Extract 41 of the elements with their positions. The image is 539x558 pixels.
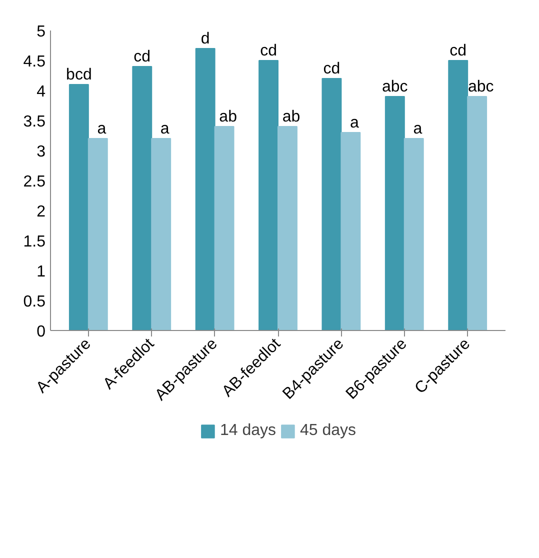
y-tick-label: 5 bbox=[36, 24, 46, 40]
annotation: abc bbox=[382, 78, 408, 96]
annotation: d bbox=[200, 30, 210, 48]
annotation: a bbox=[413, 120, 422, 138]
bar bbox=[404, 138, 424, 330]
annotation: a bbox=[350, 114, 360, 132]
y-tick-label: 3 bbox=[36, 144, 46, 160]
y-tick-label: 1 bbox=[36, 264, 46, 280]
y-tick-label: 2 bbox=[36, 204, 46, 220]
annotation: cd bbox=[450, 42, 467, 60]
bar bbox=[151, 138, 172, 330]
annotation: cd bbox=[323, 60, 340, 78]
annotation: a bbox=[160, 120, 170, 138]
annotation: bcd bbox=[66, 66, 92, 84]
annotation: cd bbox=[134, 48, 151, 66]
annotation: a bbox=[97, 120, 106, 138]
y-tick-label: 1.5 bbox=[23, 234, 46, 250]
y-tick-label: 4 bbox=[36, 84, 46, 100]
annotation: cd bbox=[260, 42, 277, 60]
y-tick-label: 2.5 bbox=[23, 174, 46, 190]
bar bbox=[214, 126, 234, 330]
y-tick-label: 0.5 bbox=[23, 294, 46, 310]
legend-label: 14 days bbox=[220, 422, 276, 440]
bar bbox=[384, 96, 405, 330]
legend-label: 45 days bbox=[300, 422, 356, 440]
bar bbox=[278, 126, 298, 330]
y-tick-label: 0 bbox=[36, 324, 46, 340]
bar bbox=[322, 78, 342, 330]
annotation: abc bbox=[468, 78, 494, 96]
y-tick-label: 3.5 bbox=[23, 114, 46, 130]
bar bbox=[195, 48, 216, 330]
bar bbox=[132, 66, 152, 330]
bar bbox=[68, 84, 89, 330]
bar bbox=[88, 138, 108, 330]
bar bbox=[340, 132, 361, 330]
annotation: ab bbox=[219, 108, 238, 126]
bar bbox=[448, 60, 468, 330]
y-tick-label: 4.5 bbox=[23, 54, 46, 70]
bar bbox=[258, 60, 278, 330]
bar bbox=[467, 96, 488, 330]
annotation: ab bbox=[282, 108, 300, 126]
